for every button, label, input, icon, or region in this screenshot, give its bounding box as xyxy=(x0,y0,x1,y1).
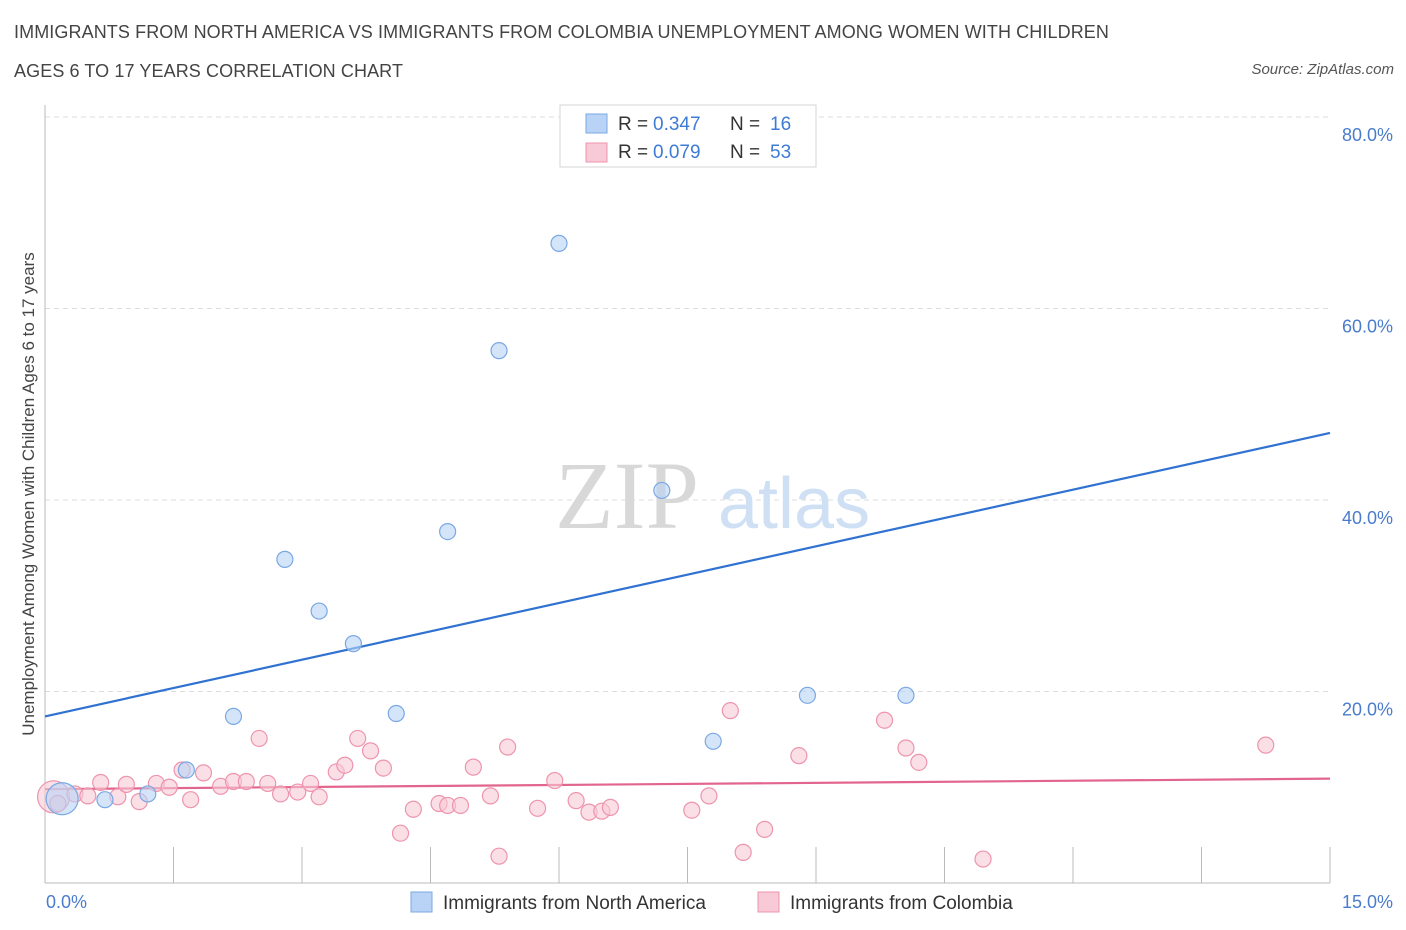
colombia-point-36 xyxy=(528,799,547,817)
legend-swatch-pink xyxy=(585,142,608,163)
colombia-point-23 xyxy=(336,756,354,774)
north-america-point-13 xyxy=(704,732,722,750)
x-tick-label-min: 0.0% xyxy=(46,892,87,912)
colombia-point-42 xyxy=(683,801,701,819)
legend-n-value-2: 53 xyxy=(770,142,791,163)
colombia-point-51 xyxy=(974,850,992,868)
colombia-point-47 xyxy=(790,747,808,765)
colombia-point-21 xyxy=(310,788,328,806)
north-america-point-7 xyxy=(344,635,362,653)
legend-n-value-1: 16 xyxy=(770,114,791,135)
data-points xyxy=(36,234,1275,868)
colombia-point-6 xyxy=(117,775,135,793)
trend-lines xyxy=(44,431,1331,791)
y-tick-label-60: 60.0% xyxy=(1342,317,1393,337)
series-legend-colombia: Immigrants from Colombia xyxy=(790,893,1013,914)
y-tick-label-80: 80.0% xyxy=(1342,125,1393,145)
colombia-point-19 xyxy=(289,783,307,801)
colombia-point-45 xyxy=(734,843,752,861)
colombia-point-24 xyxy=(349,729,367,748)
legend-r-label-1: R = xyxy=(618,114,648,135)
colombia-point-3 xyxy=(79,787,97,805)
legend-r-value-1: 0.347 xyxy=(653,114,701,135)
north-america-point-10 xyxy=(490,342,508,360)
north-america-point-6 xyxy=(310,602,328,620)
colombia-point-41 xyxy=(601,798,620,816)
north-america-point-11 xyxy=(550,234,568,252)
colombia-point-38 xyxy=(567,792,585,810)
colombia-point-16 xyxy=(250,729,268,748)
colombia-point-28 xyxy=(404,800,422,818)
gridlines xyxy=(45,116,1330,692)
y-tick-label-40: 40.0% xyxy=(1342,508,1393,528)
series-legend-swatch-colombia xyxy=(757,891,780,913)
colombia-point-46 xyxy=(755,820,774,838)
chart-title-line-2: AGES 6 TO 17 YEARS CORRELATION CHART xyxy=(14,61,404,81)
chart-title-line-1: IMMIGRANTS FROM NORTH AMERICA VS IMMIGRA… xyxy=(14,22,1109,42)
north-america-point-4 xyxy=(224,707,243,725)
colombia-point-25 xyxy=(361,742,380,760)
colombia-point-50 xyxy=(910,753,928,771)
source-label: Source: ZipAtlas.com xyxy=(1251,61,1394,78)
legend-r-value-2: 0.079 xyxy=(653,142,701,163)
colombia-point-43 xyxy=(700,787,718,805)
colombia-point-20 xyxy=(301,774,320,793)
y-axis-label: Unemployment Among Women with Children A… xyxy=(19,252,38,736)
colombia-point-26 xyxy=(374,759,392,777)
colombia-point-33 xyxy=(481,787,500,805)
x-tick-label-max: 15.0% xyxy=(1342,892,1393,912)
colombia-point-11 xyxy=(182,791,200,809)
watermark-zip: ZIP xyxy=(555,442,699,549)
colombia-point-44 xyxy=(721,702,739,720)
north-america-point-2 xyxy=(139,785,157,803)
legend-n-label-1: N = xyxy=(730,114,760,135)
north-america-point-15 xyxy=(897,686,915,704)
y-tick-label-20: 20.0% xyxy=(1342,700,1393,720)
colombia-point-48 xyxy=(875,711,894,729)
colombia-point-15 xyxy=(237,772,255,791)
colombia-point-35 xyxy=(499,738,517,756)
colombia-point-52 xyxy=(1257,736,1275,754)
north-america-point-1 xyxy=(96,791,114,809)
north-america-point-3 xyxy=(177,761,195,779)
y-tick-labels: 20.0% 40.0% 60.0% 80.0% xyxy=(1342,125,1393,720)
north-america-point-12 xyxy=(653,481,671,500)
north-america-point-14 xyxy=(798,686,817,704)
colombia-point-17 xyxy=(259,774,277,793)
trend-line-series-0 xyxy=(44,431,1331,718)
north-america-point-5 xyxy=(276,550,294,568)
series-legend-north-america: Immigrants from North America xyxy=(443,893,706,914)
north-america-point-8 xyxy=(387,704,405,723)
series-legend-swatch-north-america xyxy=(410,891,433,913)
north-america-point-9 xyxy=(439,522,457,541)
correlation-legend: R = 0.347 N = 16 R = 0.079 N = 53 xyxy=(559,104,817,168)
series-legend: Immigrants from North America Immigrants… xyxy=(410,891,1013,914)
colombia-point-9 xyxy=(160,778,178,796)
colombia-point-31 xyxy=(451,796,470,815)
colombia-point-34 xyxy=(490,847,508,865)
colombia-point-49 xyxy=(897,739,915,757)
watermark: ZIP atlas xyxy=(555,442,870,549)
legend-swatch-blue xyxy=(585,113,608,134)
colombia-point-18 xyxy=(271,785,290,803)
colombia-point-27 xyxy=(391,824,410,842)
colombia-point-37 xyxy=(546,771,564,790)
legend-r-label-2: R = xyxy=(618,142,648,163)
colombia-point-32 xyxy=(464,758,482,776)
legend-n-label-2: N = xyxy=(730,142,760,163)
trend-line-series-1 xyxy=(44,777,1331,791)
x-tick-marks xyxy=(173,847,1331,883)
colombia-point-12 xyxy=(194,764,213,782)
colombia-point-4 xyxy=(92,773,110,792)
north-america-point-0 xyxy=(45,782,79,816)
watermark-atlas: atlas xyxy=(718,464,870,544)
